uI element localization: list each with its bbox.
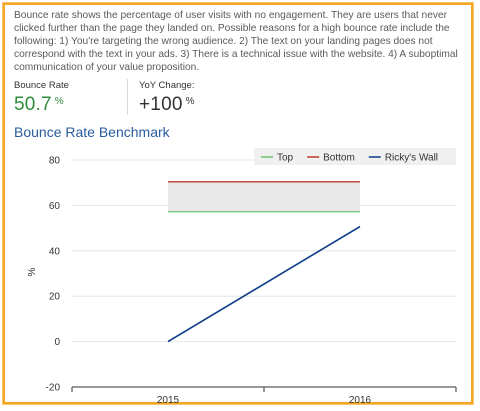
- legend-label: Bottom: [323, 153, 355, 164]
- legend-label: Top: [277, 153, 294, 164]
- benchmark-band: [168, 181, 360, 212]
- series-line: [167, 225, 361, 343]
- y-tick-label: 40: [49, 246, 61, 257]
- y-axis-label: %: [27, 267, 38, 276]
- metric-divider: [127, 79, 128, 115]
- y-tick-label: 80: [49, 156, 61, 167]
- yoy-change-number: +100: [139, 94, 183, 115]
- yoy-change-unit: %: [185, 96, 195, 107]
- y-tick-label: 60: [49, 201, 61, 212]
- description-text: Bounce rate shows the percentage of user…: [14, 10, 458, 73]
- y-tick-label: 0: [54, 337, 60, 348]
- chart-title: Bounce Rate Benchmark: [14, 124, 170, 140]
- x-tick-label: 2016: [349, 395, 372, 406]
- yoy-change-label: YoY Change:: [139, 80, 195, 91]
- legend-background: [254, 148, 456, 165]
- y-tick-label: 20: [49, 292, 61, 303]
- y-tick-label: -20: [46, 383, 61, 394]
- bounce-rate-value: 50.7%: [14, 94, 64, 116]
- x-tick-label: 2015: [157, 395, 180, 406]
- legend-label: Ricky's Wall: [385, 153, 438, 164]
- legend: Top Bottom Ricky's Wall: [254, 148, 456, 165]
- bounce-rate-unit: %: [54, 96, 64, 107]
- bounce-rate-label: Bounce Rate: [14, 80, 69, 91]
- bounce-rate-number: 50.7: [14, 94, 52, 115]
- yoy-change-value: +100%: [139, 94, 195, 116]
